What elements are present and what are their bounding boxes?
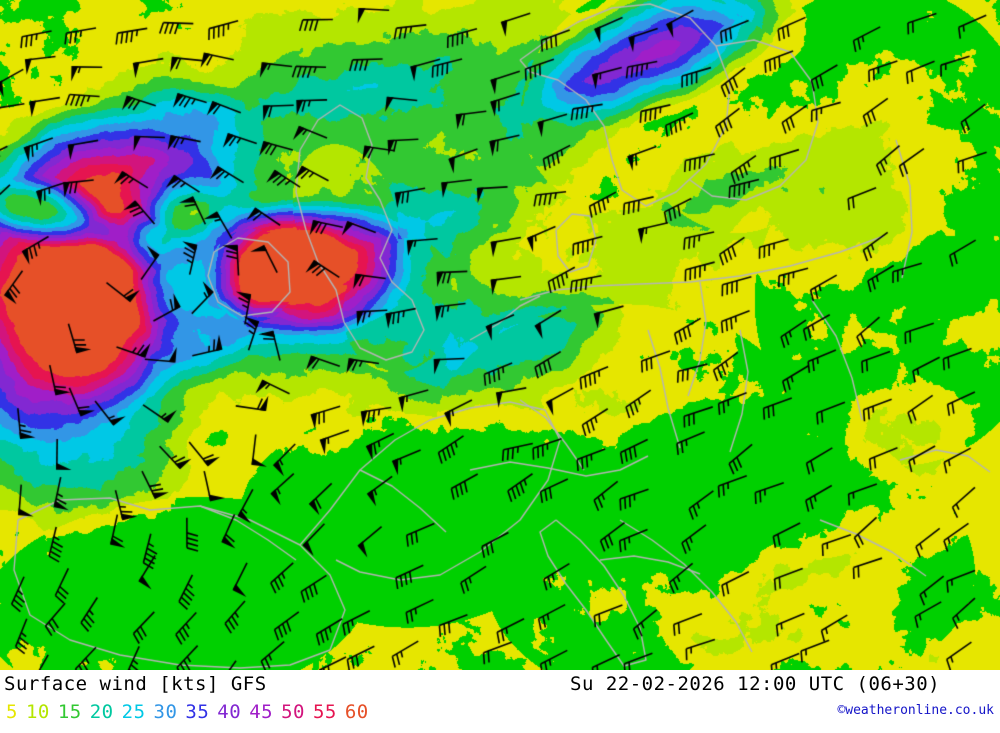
scale-label-45[interactable]: 45: [249, 701, 274, 723]
scale-label-5[interactable]: 5: [6, 701, 18, 723]
wind-speed-contour-field: [0, 0, 1000, 670]
scale-label-25[interactable]: 25: [121, 701, 146, 723]
scale-label-55[interactable]: 55: [312, 701, 337, 723]
scale-label-30[interactable]: 30: [153, 701, 178, 723]
scale-label-35[interactable]: 35: [185, 701, 210, 723]
surface-wind-map-panel[interactable]: [0, 0, 1000, 670]
map-caption-bar: Surface wind [kts] GFS Su 22-02-2026 12:…: [0, 670, 1000, 733]
scale-label-10[interactable]: 10: [25, 701, 50, 723]
scale-label-20[interactable]: 20: [89, 701, 114, 723]
page-title: Surface wind [kts] GFS: [4, 673, 267, 695]
scale-label-40[interactable]: 40: [217, 701, 242, 723]
scale-label-50[interactable]: 50: [281, 701, 305, 723]
copyright-label: ©weatheronline.co.uk: [837, 703, 994, 718]
valid-time-label: Su 22-02-2026 12:00 UTC (06+30): [570, 673, 941, 695]
scale-label-15[interactable]: 15: [57, 701, 82, 723]
wind-speed-scale[interactable]: 5 10 15 20 25 30 35 40 45 50 55 60: [6, 701, 377, 723]
scale-label-60[interactable]: 60: [344, 701, 369, 723]
